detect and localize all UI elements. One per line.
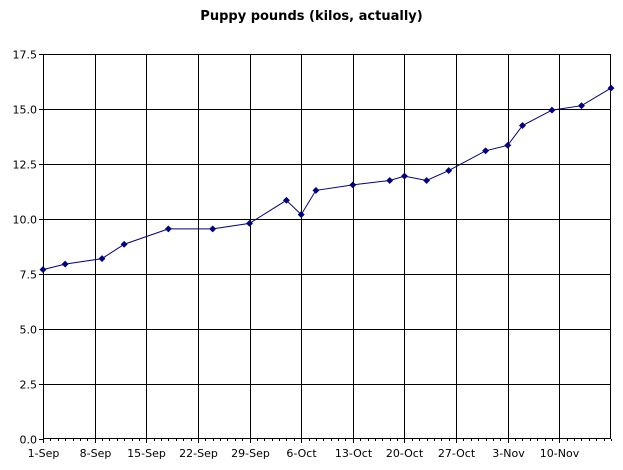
data-point-marker <box>164 225 172 233</box>
series-line <box>42 87 612 271</box>
data-point-marker <box>39 266 47 274</box>
x-tick-label: 22-Sep <box>179 447 218 460</box>
y-tick-label: 2.5 <box>20 379 38 392</box>
data-point-marker <box>445 167 453 175</box>
y-tick-label: 12.5 <box>13 159 38 172</box>
data-point-marker <box>400 172 409 180</box>
data-point-marker <box>98 255 106 263</box>
x-tick-label: 20-Oct <box>386 447 424 460</box>
y-tick-label: 17.5 <box>13 49 38 62</box>
x-tick-label: 27-Oct <box>438 447 476 460</box>
data-point-marker <box>209 225 217 233</box>
chart-title: Puppy pounds (kilos, actually) <box>200 9 423 24</box>
data-point-marker <box>607 84 615 92</box>
y-tick-label: 10.0 <box>13 214 38 227</box>
x-tick-label: 10-Nov <box>540 447 580 460</box>
x-tick-label: 6-Oct <box>286 447 317 460</box>
x-tick-label: 13-Oct <box>335 447 373 460</box>
tick-labels: 0.0 2.5 5.0 7.5 10.0 12.5 15.0 17.5 1-Sep 8-Sep 15… <box>13 49 580 461</box>
data-point-marker <box>504 141 512 149</box>
x-tick-label: 1-Sep <box>28 447 60 460</box>
y-tick-label: 0.0 <box>20 434 38 447</box>
data-point-marker <box>282 196 290 204</box>
data-point-marker <box>577 102 586 110</box>
data-point-marker <box>120 240 128 248</box>
y-tick-label: 15.0 <box>13 104 38 117</box>
y-tick-label: 7.5 <box>20 269 38 282</box>
y-tick-label: 5.0 <box>20 324 38 337</box>
data-point-marker <box>548 106 556 114</box>
x-tick-label: 15-Sep <box>127 447 166 460</box>
data-point-marker <box>349 181 357 189</box>
data-point-marker <box>297 211 305 219</box>
x-tick-label: 8-Sep <box>80 447 112 460</box>
data-point-marker <box>245 219 254 227</box>
grid <box>43 54 611 439</box>
x-tick-label: 3-Nov <box>492 447 525 460</box>
data-point-marker <box>61 260 69 268</box>
data-point-marker <box>518 121 527 130</box>
data-point-marker <box>423 176 431 185</box>
data-point-marker <box>312 186 320 194</box>
x-tick-label: 29-Sep <box>231 447 270 460</box>
series-weight <box>39 84 615 274</box>
axes <box>39 54 612 443</box>
plot-border <box>43 54 611 439</box>
data-point-marker <box>482 147 490 155</box>
data-point-marker <box>386 176 394 185</box>
